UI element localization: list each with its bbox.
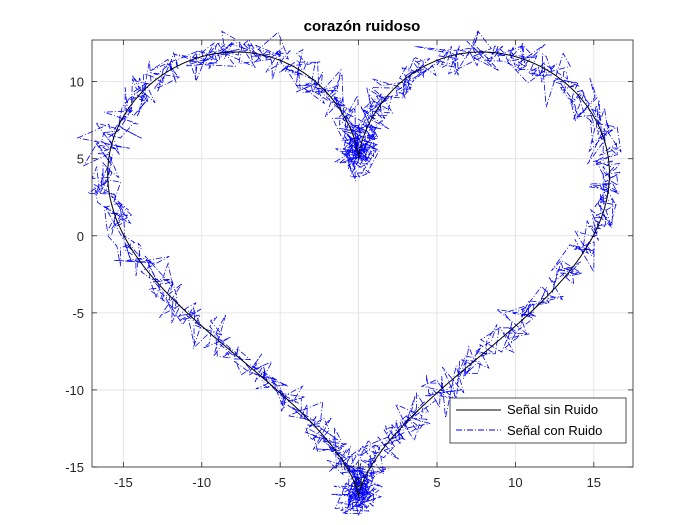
x-tick-label: 5	[433, 475, 440, 490]
x-tick-label: -5	[274, 475, 286, 490]
chart-title: corazón ruidoso	[304, 18, 421, 35]
legend: Señal sin Ruido Señal con Ruido	[449, 397, 627, 444]
legend-box	[449, 397, 627, 444]
y-tick-label: -10	[65, 383, 84, 398]
y-tick-label: -5	[72, 306, 84, 321]
x-tick-label: -15	[114, 475, 133, 490]
series-clean-line	[107, 51, 610, 498]
x-tick-label: 15	[587, 475, 601, 490]
x-tick-label: 10	[508, 475, 522, 490]
curves	[76, 30, 622, 517]
y-tick-label: 0	[77, 229, 84, 244]
ticks: -15 -10 -5 0 5 10 15 -15 -10 -5 0 5 10	[65, 40, 633, 490]
y-tick-label: 5	[77, 152, 84, 167]
axes-box	[91, 39, 634, 468]
plot-area	[92, 40, 633, 467]
legend-label-noisy: Señal con Ruido	[507, 423, 602, 438]
legend-label-clean: Señal sin Ruido	[507, 402, 598, 417]
y-tick-label: -15	[65, 460, 84, 475]
x-tick-label: -10	[192, 475, 211, 490]
x-tick-label: 0	[355, 475, 362, 490]
series-noisy-line	[76, 30, 622, 517]
y-tick-label: 10	[70, 75, 84, 90]
